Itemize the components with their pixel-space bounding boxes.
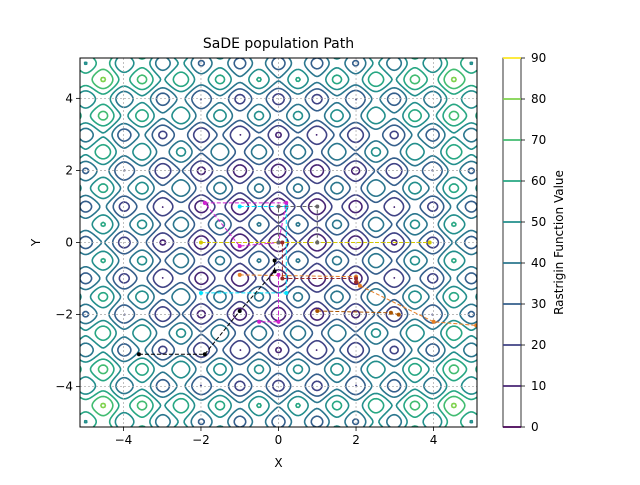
series-point-path-6	[354, 277, 358, 281]
series-point-path-2	[238, 273, 242, 277]
y-tick-label: −2	[55, 308, 73, 322]
y-tick-label: 0	[65, 236, 73, 250]
series-point-path-6	[280, 277, 284, 281]
series-point-path-2	[432, 320, 436, 324]
y-axis: −4 −2 0 2 4	[55, 91, 80, 393]
series-point-path-3	[199, 291, 203, 295]
y-tick-label: 2	[65, 163, 73, 177]
colorbar-tick-label: 40	[531, 256, 546, 270]
series-point-path-9	[315, 241, 319, 245]
series-point-path-8	[203, 352, 207, 356]
colorbar-tick-label: 20	[531, 338, 546, 352]
colorbar-tick-label: 50	[531, 215, 546, 229]
colorbar-tick-label: 90	[531, 51, 546, 65]
series-point-path-9	[315, 204, 319, 208]
series-point-path-4	[284, 201, 288, 205]
series-point-path-1	[199, 241, 203, 245]
series-point-path-2	[358, 284, 362, 288]
colorbar-tick-label: 70	[531, 133, 546, 147]
colorbar-tick-label: 80	[531, 92, 546, 106]
series-point-path-6	[280, 241, 284, 245]
series-point-path-9	[277, 204, 281, 208]
colorbar-tick-label: 10	[531, 379, 546, 393]
series-point-path-6	[354, 280, 358, 284]
series-point-path-8	[273, 259, 277, 263]
x-tick-label: −4	[115, 433, 133, 447]
x-tick-label: 0	[275, 433, 283, 447]
series-point-path-8	[137, 352, 141, 356]
series-point-path-8	[273, 269, 277, 273]
series-point-path-1	[428, 241, 432, 245]
colorbar-ticks: 0 10 20 30 40 50 60 70 80 90	[521, 51, 546, 434]
series-point-path-5	[277, 273, 281, 277]
y-tick-label: −4	[55, 380, 73, 394]
series-point-path-5	[277, 320, 281, 324]
series-point-path-3	[238, 204, 242, 208]
y-tick-label: 4	[65, 91, 73, 105]
series-point-path-2	[474, 323, 478, 327]
x-axis-label: X	[274, 456, 282, 470]
colorbar-level-lines	[503, 58, 521, 427]
x-axis: −4 −2 0 2 4	[115, 427, 438, 447]
colorbar-gradient	[503, 58, 521, 427]
series-point-path-3	[284, 291, 288, 295]
colorbar: 0 10 20 30 40 50 60 70 80 90 Rastrigin Function V…	[503, 51, 566, 434]
colorbar-label: Rastrigin Function Value	[552, 170, 566, 315]
series-point-path-7	[397, 313, 401, 317]
series-point-path-4	[203, 201, 207, 205]
x-tick-label: −2	[192, 433, 210, 447]
y-axis-label: Y	[29, 238, 43, 247]
series-point-path-7	[315, 309, 319, 313]
series-point-path-8	[238, 309, 242, 313]
colorbar-tick-label: 0	[531, 420, 539, 434]
chart-title: SaDE population Path	[203, 36, 354, 52]
series-point-path-5	[257, 320, 261, 324]
series-point-path-9	[277, 241, 281, 245]
x-tick-label: 2	[352, 433, 360, 447]
series-point-path-7	[389, 311, 393, 315]
colorbar-tick-label: 30	[531, 297, 546, 311]
colorbar-tick-label: 60	[531, 174, 546, 188]
x-tick-label: 4	[430, 433, 438, 447]
series-point-path-4	[238, 244, 242, 248]
